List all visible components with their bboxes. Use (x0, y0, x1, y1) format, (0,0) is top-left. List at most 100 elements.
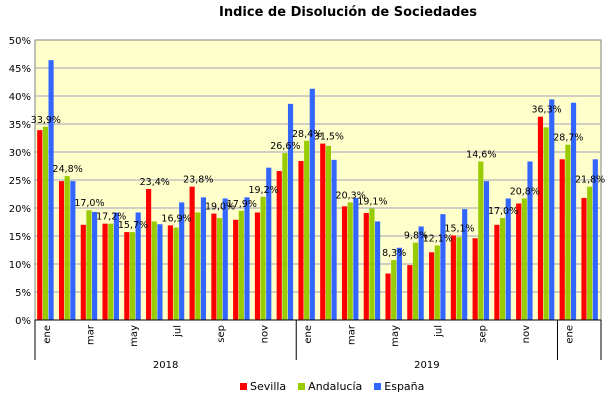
data-label: 16,9% (161, 213, 191, 224)
bar-españa (353, 197, 359, 320)
bar-españa (70, 181, 76, 320)
x-tick-label: may (129, 325, 140, 347)
bar-andalucía (86, 210, 92, 320)
bar-sevilla (211, 213, 217, 320)
data-label: 17,0% (488, 206, 518, 217)
data-label: 19,0% (205, 202, 235, 213)
bar-españa (505, 198, 511, 320)
x-tick-label: ene (303, 325, 314, 344)
bar-españa (418, 226, 424, 320)
bar-sevilla (341, 206, 348, 320)
bar-sevilla (254, 212, 261, 320)
year-label: 2018 (153, 360, 178, 371)
chart-title: Indice de Disolución de Sociedades (219, 5, 477, 20)
bar-españa (179, 202, 185, 320)
bar-sevilla (167, 225, 173, 320)
bar-españa (92, 211, 98, 320)
x-tick-label: sep (216, 325, 227, 343)
bar-sevilla (537, 116, 544, 320)
bar-españa (483, 181, 490, 320)
x-tick-label: mar (85, 324, 96, 345)
x-tick-label: jul (434, 325, 445, 338)
data-label: 28,7% (553, 133, 583, 144)
bar-españa (200, 197, 207, 320)
y-tick-label: 50% (9, 36, 31, 47)
bar-españa (375, 221, 381, 320)
legend-swatch (374, 383, 382, 390)
bar-andalucía (412, 242, 419, 320)
bar-sevilla (58, 181, 65, 320)
bar-sevilla (450, 235, 456, 320)
bar-españa (48, 60, 54, 320)
x-tick-label: ene (564, 325, 575, 344)
data-label: 19,2% (248, 185, 278, 196)
bar-andalucía (565, 144, 571, 320)
bar-sevilla (581, 197, 587, 320)
bar-sevilla (320, 143, 326, 320)
bar-sevilla (37, 130, 43, 320)
legend-item-andalucia: Andalucía (298, 380, 362, 393)
year-label: 2019 (414, 360, 439, 371)
bar-andalucía (347, 202, 353, 320)
data-label: 15,1% (444, 223, 474, 234)
data-label: 21,8% (575, 175, 605, 186)
legend-label: Andalucía (308, 380, 363, 393)
bar-andalucía (151, 221, 157, 320)
bar-andalucía (260, 196, 266, 320)
bar-españa (244, 197, 250, 320)
y-tick-label: 35% (9, 120, 31, 131)
bar-andalucía (108, 223, 114, 320)
x-tick-label: ene (42, 325, 53, 344)
bar-andalucía (456, 237, 462, 320)
bar-andalucía (304, 140, 310, 320)
bar-andalucía (478, 161, 484, 320)
data-label: 20,3% (336, 190, 366, 201)
x-tick-label: may (390, 325, 401, 347)
y-tick-label: 25% (9, 176, 31, 187)
y-tick-label: 5% (15, 288, 31, 299)
data-label: 31,5% (314, 132, 344, 143)
data-label: 17,0% (74, 198, 104, 209)
bar-andalucía (195, 212, 201, 320)
legend-item-sevilla: Sevilla (240, 380, 286, 393)
bar-españa (266, 167, 272, 320)
x-tick-label: jul (173, 325, 184, 338)
bar-españa (157, 224, 163, 320)
bar-andalucía (521, 198, 527, 320)
legend: Sevilla Andalucía España (240, 380, 424, 393)
bar-españa (396, 247, 402, 320)
data-label: 17,2% (96, 212, 126, 223)
bar-sevilla (276, 171, 282, 320)
y-tick-label: 20% (9, 204, 31, 215)
bar-sevilla (472, 238, 478, 320)
bar-españa (462, 209, 468, 320)
bar-españa (135, 212, 141, 320)
y-tick-label: 30% (9, 148, 31, 159)
data-label: 26,6% (270, 141, 300, 152)
bar-sevilla (385, 273, 391, 320)
data-label: 19,1% (357, 197, 387, 208)
data-label: 12,1% (423, 234, 453, 245)
bar-sevilla (80, 224, 86, 320)
bar-españa (113, 212, 119, 320)
bar-andalucía (129, 232, 136, 320)
bar-sevilla (189, 186, 195, 320)
y-tick-label: 10% (9, 260, 31, 271)
legend-label: Sevilla (250, 380, 287, 393)
bar-andalucía (543, 127, 549, 320)
data-label: 36,3% (531, 105, 561, 116)
bar-españa (287, 103, 294, 320)
y-tick-label: 15% (9, 232, 31, 243)
data-label: 33,9% (31, 115, 61, 126)
bar-sevilla (102, 223, 108, 320)
data-label: 20,8% (510, 186, 540, 197)
legend-label: España (384, 380, 425, 393)
bar-sevilla (124, 232, 130, 320)
bar-sevilla (429, 252, 435, 320)
bar-sevilla (363, 213, 369, 320)
bar-españa (309, 88, 315, 320)
bar-españa (331, 159, 337, 320)
x-tick-label: nov (260, 325, 271, 343)
bar-andalucía (282, 153, 288, 320)
